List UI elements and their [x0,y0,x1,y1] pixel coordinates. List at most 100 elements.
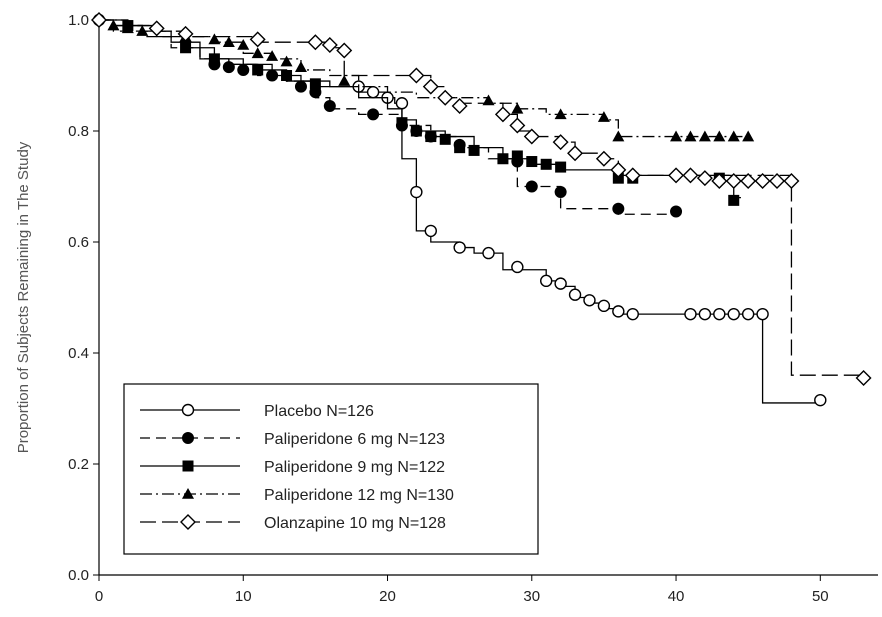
x-tick-label: 40 [668,588,685,605]
series-marker [252,64,264,76]
series-marker [468,144,480,156]
legend-label: Paliperidone 6 mg N=123 [264,431,445,448]
series-marker [595,150,612,167]
series-marker [338,75,351,86]
series-marker [222,36,235,47]
series-marker [251,47,264,59]
series-marker [741,307,755,321]
series-marker [180,514,196,530]
series-marker [366,85,380,99]
series-line [99,19,677,215]
axes: 0.0 0.2 0.4 0.6 0.8 1.0 0 10 20 30 40 50 [68,12,878,605]
series-marker [670,130,683,142]
series-marker [511,102,524,114]
series-marker [451,98,468,115]
series-marker [597,111,610,122]
series-marker [182,460,194,472]
series-marker [554,186,567,199]
series-marker [525,180,538,193]
series-marker [177,25,194,42]
legend-label: Paliperidone 12 mg N=130 [264,487,454,504]
series-marker [294,80,307,93]
series-marker [425,131,437,143]
series-3 [99,19,755,142]
series-marker [323,100,336,113]
series-marker [684,130,697,142]
series-marker [367,108,380,121]
series-line [99,19,741,199]
series-layer [91,12,872,407]
series-marker [684,307,697,321]
series-marker [698,130,711,142]
series-marker [728,194,740,206]
series-marker [725,172,742,189]
series-marker [626,307,639,321]
series-marker [121,22,134,34]
y-tick-label: 0.2 [68,456,89,473]
series-marker [713,130,726,142]
series-marker [552,134,569,151]
series-marker [610,161,627,178]
series-marker [410,185,423,199]
series-marker [408,67,425,84]
series-marker [307,34,324,51]
series-marker [754,172,771,189]
x-tick-label: 10 [235,588,252,605]
series-marker [395,97,409,110]
series-marker [698,307,712,321]
series-4 [91,12,872,386]
series-marker [727,130,740,142]
y-tick-label: 0.6 [68,234,89,251]
series-marker [410,125,422,137]
series-marker [523,128,540,145]
series-marker [497,153,509,165]
y-tick-label: 0.4 [68,345,89,362]
series-marker [182,432,194,444]
series-marker [422,78,439,95]
series-marker [756,307,769,321]
series-2 [99,19,741,206]
x-tick-label: 30 [523,588,540,605]
series-marker [222,61,235,74]
legend: Placebo N=126 Paliperidone 6 mg N=123 Pali… [123,383,539,555]
series-marker [266,50,279,61]
series-marker [208,33,221,45]
series-marker [208,53,220,65]
series-marker [482,246,495,260]
series-marker [494,106,511,123]
series-marker [280,55,293,67]
series-marker [237,38,250,50]
y-axis-label: Proportion of Subjects Remaining in The … [15,141,32,453]
legend-label: Placebo N=126 [264,403,374,420]
series-marker [612,305,625,318]
series-marker [511,150,523,162]
series-marker [182,488,194,499]
series-marker [597,299,611,313]
series-marker [237,63,250,76]
series-marker [742,130,755,142]
series-marker [696,170,713,187]
legend-label: Paliperidone 9 mg N=122 [264,459,445,476]
series-marker [568,288,582,301]
series-marker [612,130,625,142]
legend-label: Olanzapine 10 mg N=128 [264,515,446,532]
series-marker [555,161,567,173]
series-marker [439,133,451,145]
series-marker [107,19,120,31]
series-0 [92,13,827,407]
series-marker [424,224,437,238]
series-marker [612,172,624,184]
series-marker [511,260,524,274]
series-marker [670,205,683,218]
series-marker [453,241,466,254]
x-tick-label: 20 [379,588,396,605]
y-tick-label: 1.0 [68,12,89,29]
x-tick-label: 0 [95,588,103,605]
series-marker [713,307,726,321]
series-marker [682,167,699,184]
series-marker [309,78,321,90]
series-line [99,19,821,404]
series-marker [336,42,353,59]
y-tick-label: 0.8 [68,123,89,140]
series-marker [783,172,800,189]
